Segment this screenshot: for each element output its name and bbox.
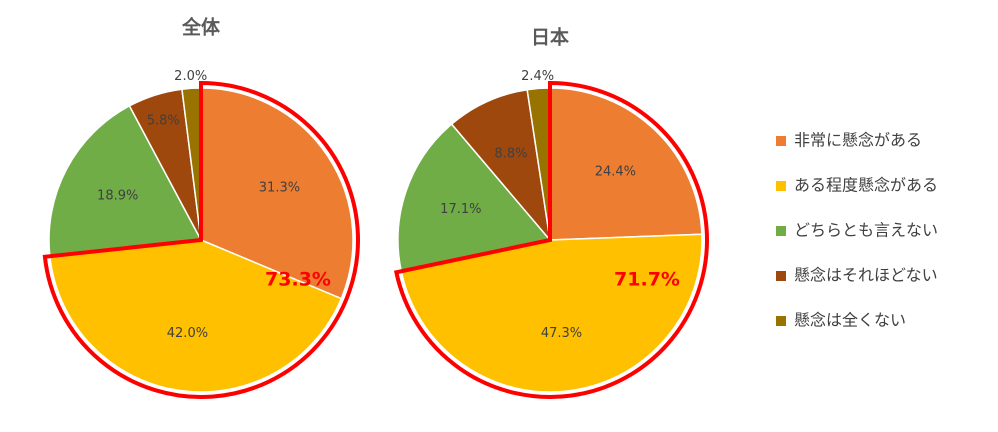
- data-label: 5.8%: [147, 114, 180, 129]
- pie-slice: [450, 88, 552, 243]
- legend-swatch: [776, 181, 786, 191]
- data-label: 31.3%: [259, 180, 300, 195]
- legend-label: 懸念は全くない: [794, 311, 906, 330]
- highlight-outline: [393, 80, 709, 399]
- pie-slice: [200, 87, 354, 300]
- data-label: 18.9%: [97, 188, 138, 203]
- highlight-outline: [42, 80, 360, 399]
- legend-label: 懸念はそれほどない: [794, 266, 938, 285]
- pie-slice: [397, 123, 552, 273]
- data-label: 42.0%: [167, 326, 208, 341]
- pie-slice: [400, 233, 703, 393]
- legend-label: どちらとも言えない: [794, 221, 938, 240]
- data-label: 47.3%: [541, 326, 582, 341]
- legend-label: 非常に懸念がある: [794, 131, 922, 150]
- legend-swatch: [776, 226, 786, 236]
- pie-slice: [49, 239, 343, 393]
- chart-title: 日本: [531, 26, 569, 49]
- annotation: 73.3%: [265, 269, 331, 291]
- data-label: 2.4%: [521, 69, 554, 84]
- pie-slice: [549, 87, 703, 241]
- legend-label: ある程度懸念がある: [794, 176, 938, 195]
- chart-title: 全体: [181, 16, 221, 39]
- legend-swatch: [776, 136, 786, 146]
- legend-swatch: [776, 271, 786, 281]
- annotation: 71.7%: [614, 269, 680, 291]
- data-label: 17.1%: [440, 202, 481, 217]
- data-label: 24.4%: [595, 165, 636, 180]
- data-label: 2.0%: [174, 69, 207, 84]
- data-label: 8.8%: [494, 147, 527, 162]
- pie-slice: [48, 104, 203, 258]
- legend-swatch: [776, 316, 786, 326]
